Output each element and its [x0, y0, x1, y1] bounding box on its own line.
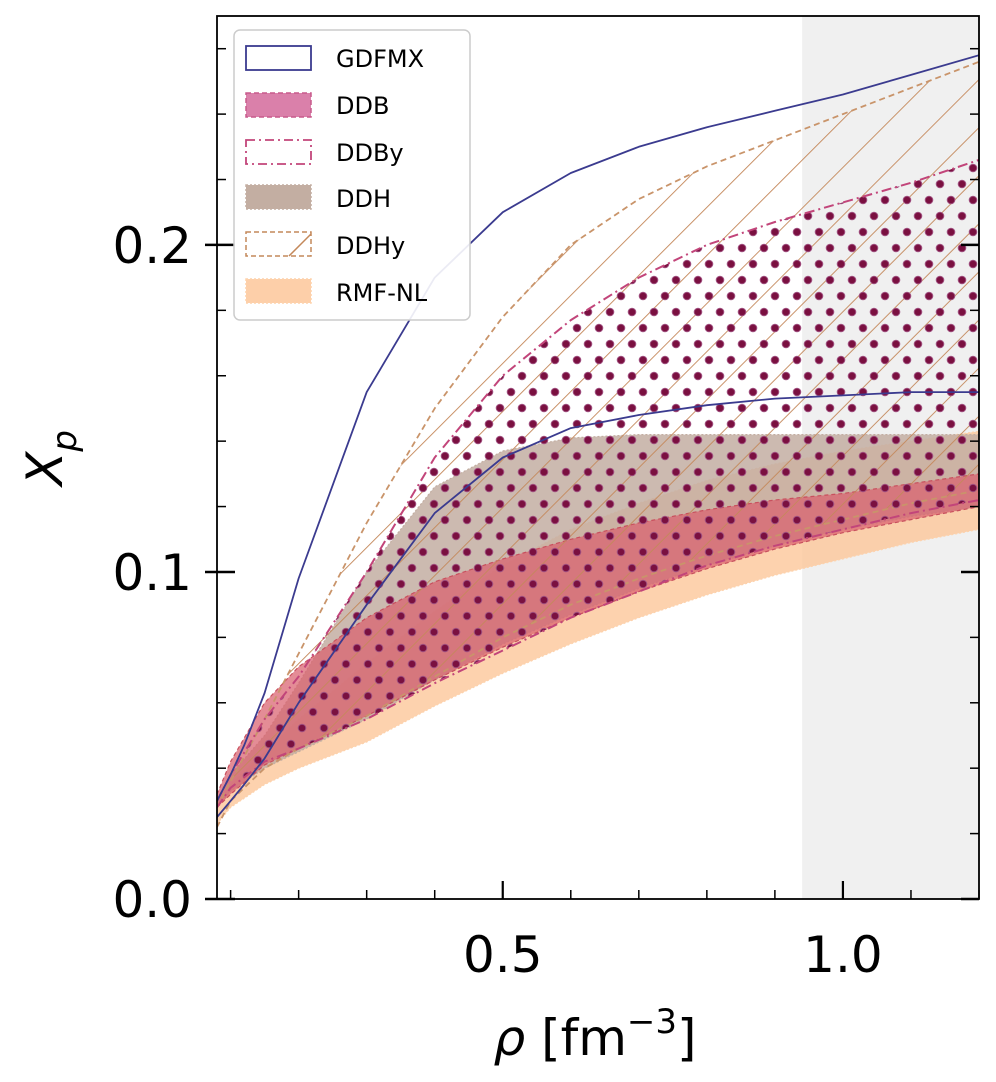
y-tick-label: 0.0 — [112, 871, 192, 929]
line-ddby-upper — [217, 158, 979, 802]
legend-swatch-ddhy-hatch — [288, 233, 312, 257]
legend-swatch-ddb — [245, 92, 312, 118]
legend-swatch-ddh — [245, 184, 312, 210]
line-rmf-nl-lower — [217, 528, 979, 825]
legend-label-ddb: DDB — [336, 92, 389, 120]
series-layer — [217, 54, 979, 828]
tick-layer — [205, 47, 980, 901]
band-ddby — [217, 159, 979, 808]
plot-frame — [216, 15, 980, 900]
y-tick-label: 0.1 — [112, 544, 192, 602]
line-gdfmx-upper — [217, 54, 979, 802]
legend-swatch-ddhy — [245, 231, 312, 257]
legend-label-ddh: DDH — [336, 185, 391, 213]
x-axis-unit-open: [fm — [525, 1009, 627, 1067]
series-ddby — [217, 158, 979, 808]
x-tick-label: 0.5 — [463, 926, 543, 984]
legend-label-gdfmx: GDFMX — [336, 45, 424, 73]
x-axis-unit-exponent: −3 — [627, 1002, 677, 1042]
line-ddhy-lower — [217, 489, 979, 828]
legend: GDFMX DDB DDBy DDH DDHy RMF-NL — [233, 29, 471, 321]
x-axis-title: ρ [fm−3] — [493, 1002, 696, 1067]
legend-label-ddhy: DDHy — [336, 232, 405, 260]
y-axis-subscript: p — [45, 430, 85, 453]
line-ddhy-upper — [217, 60, 979, 808]
y-tick-label: 0.2 — [112, 217, 192, 275]
series-gdfmx — [217, 54, 979, 818]
legend-swatch-rmf-nl — [245, 278, 312, 304]
x-axis-symbol: ρ — [493, 1009, 525, 1067]
y-axis-title: Xp — [16, 430, 85, 489]
legend-swatch-ddby — [245, 139, 312, 165]
legend-frame — [233, 29, 471, 321]
line-gdfmx-lower — [217, 391, 979, 818]
legend-label-rmf-nl: RMF-NL — [336, 279, 428, 307]
line-ddby-lower — [217, 499, 979, 808]
x-tick-label: 1.0 — [803, 926, 883, 984]
x-axis-unit-close: ] — [677, 1009, 697, 1067]
legend-swatch-gdfmx — [245, 45, 312, 71]
tick-label-layer: 0.5 1.0 0.0 0.1 0.2 — [112, 217, 882, 984]
legend-label-ddby: DDBy — [336, 139, 404, 167]
y-axis-symbol: X — [16, 450, 74, 489]
